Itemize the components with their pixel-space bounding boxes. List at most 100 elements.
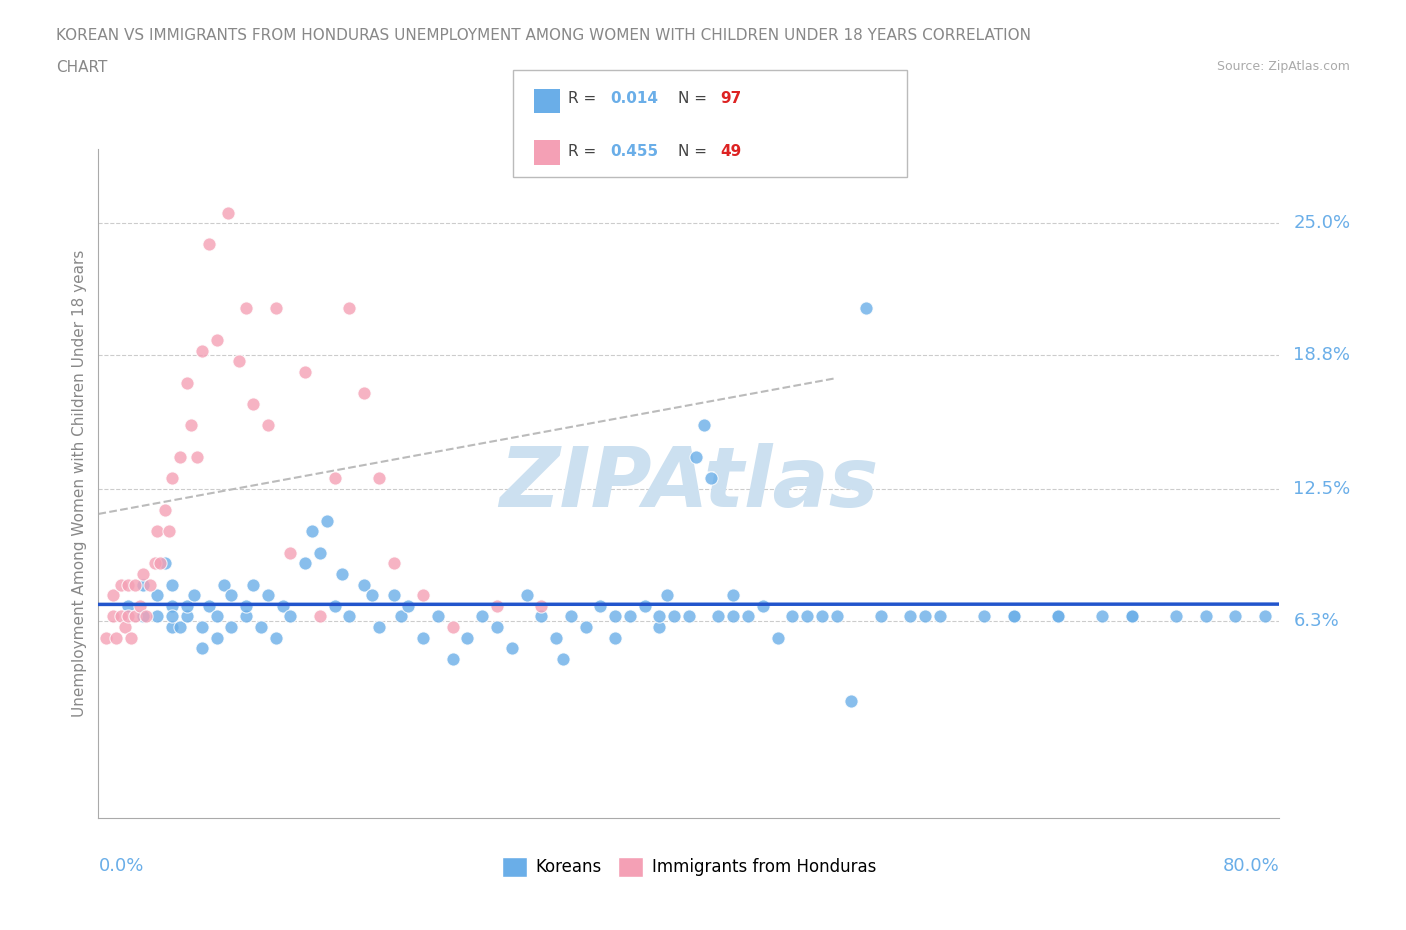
Point — [294, 556, 316, 571]
Point — [103, 609, 125, 624]
Point — [132, 566, 155, 581]
Point — [264, 631, 287, 645]
Point — [219, 588, 242, 603]
Point — [146, 609, 169, 624]
Point — [655, 588, 678, 603]
Point — [721, 609, 744, 624]
Point — [619, 609, 641, 624]
Point — [456, 631, 478, 645]
Point — [153, 503, 176, 518]
Point — [124, 578, 146, 592]
Point — [162, 578, 183, 592]
Point — [693, 418, 716, 432]
Point — [973, 609, 995, 624]
Point — [117, 578, 139, 592]
Point — [382, 556, 405, 571]
Text: ZIPAtlas: ZIPAtlas — [499, 443, 879, 525]
Point — [685, 449, 707, 464]
Text: 80.0%: 80.0% — [1223, 857, 1279, 874]
Point — [228, 354, 250, 369]
Point — [271, 598, 294, 613]
Point — [441, 619, 464, 634]
Point — [198, 598, 221, 613]
Point — [153, 556, 176, 571]
Point — [149, 556, 172, 571]
Point — [235, 300, 257, 315]
Point — [389, 609, 412, 624]
Point — [648, 619, 671, 634]
Point — [183, 588, 205, 603]
Point — [553, 652, 575, 667]
Point — [162, 598, 183, 613]
Point — [176, 598, 198, 613]
Point — [633, 598, 655, 613]
Point — [110, 578, 132, 592]
Point — [94, 631, 117, 645]
Text: Source: ZipAtlas.com: Source: ZipAtlas.com — [1216, 60, 1350, 73]
Text: 12.5%: 12.5% — [1294, 480, 1351, 498]
Point — [605, 631, 627, 645]
Point — [707, 609, 730, 624]
Point — [128, 598, 150, 613]
Point — [1002, 609, 1025, 624]
Point — [486, 619, 509, 634]
Point — [766, 631, 789, 645]
Point — [117, 609, 139, 624]
Point — [1002, 609, 1025, 624]
Point — [235, 609, 257, 624]
Text: 18.8%: 18.8% — [1294, 346, 1350, 364]
Point — [264, 300, 287, 315]
Point — [574, 619, 596, 634]
Point — [900, 609, 922, 624]
Point — [412, 631, 434, 645]
Point — [914, 609, 936, 624]
Point — [257, 418, 280, 432]
Point — [169, 449, 191, 464]
Point — [162, 609, 183, 624]
Point — [162, 619, 183, 634]
Text: N =: N = — [678, 144, 711, 159]
Point — [441, 652, 464, 667]
Point — [486, 598, 509, 613]
Point — [143, 556, 166, 571]
Point — [560, 609, 582, 624]
Point — [501, 641, 523, 656]
Point — [1195, 609, 1218, 624]
Point — [212, 578, 235, 592]
Text: N =: N = — [678, 91, 711, 106]
Point — [219, 110, 242, 125]
Point — [242, 578, 264, 592]
Point — [427, 609, 450, 624]
Point — [368, 619, 391, 634]
Point — [855, 300, 877, 315]
Text: KOREAN VS IMMIGRANTS FROM HONDURAS UNEMPLOYMENT AMONG WOMEN WITH CHILDREN UNDER : KOREAN VS IMMIGRANTS FROM HONDURAS UNEMP… — [56, 28, 1031, 43]
Text: 0.0%: 0.0% — [98, 857, 143, 874]
Point — [139, 578, 162, 592]
Point — [796, 609, 818, 624]
Text: 6.3%: 6.3% — [1294, 612, 1339, 630]
Point — [217, 206, 239, 220]
Point — [235, 598, 257, 613]
Point — [700, 471, 723, 485]
Point — [839, 694, 862, 709]
Point — [309, 545, 332, 560]
Point — [278, 545, 302, 560]
Point — [191, 343, 214, 358]
Text: CHART: CHART — [56, 60, 108, 75]
Point — [176, 375, 198, 390]
Point — [191, 641, 214, 656]
Point — [810, 609, 832, 624]
Point — [825, 609, 848, 624]
Point — [323, 598, 346, 613]
Point — [396, 598, 419, 613]
Point — [589, 598, 612, 613]
Point — [162, 471, 183, 485]
Text: 49: 49 — [720, 144, 741, 159]
Text: 0.014: 0.014 — [610, 91, 658, 106]
Point — [1046, 609, 1069, 624]
Point — [208, 131, 231, 146]
Point — [337, 300, 360, 315]
Point — [1091, 609, 1114, 624]
Point — [278, 609, 302, 624]
Point — [337, 609, 360, 624]
